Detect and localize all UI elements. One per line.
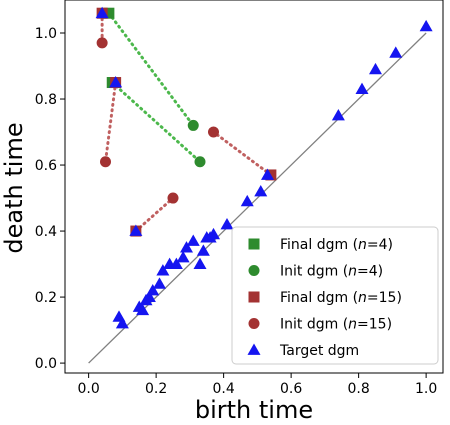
point-s4-14 [176, 250, 190, 263]
point-s4-8 [142, 290, 156, 302]
matching-line-4 [134, 196, 175, 233]
x-tick-label-0: 0.0 [77, 381, 99, 397]
matching-line-0 [107, 11, 195, 127]
y-tick-label-3: 0.6 [35, 158, 57, 174]
point-s4-24 [254, 184, 268, 197]
point-s4-1 [109, 76, 123, 88]
point-s1-0 [187, 119, 199, 131]
y-axis-label: death time [0, 122, 28, 253]
plot-area [88, 6, 433, 364]
legend-box [231, 226, 439, 365]
matching-line-1 [110, 81, 202, 164]
point-s3-2 [167, 192, 179, 204]
y-tick-label-2: 0.4 [35, 224, 57, 240]
legend-label-0: Final dgm (n=4) [280, 237, 393, 253]
point-s4-15 [180, 241, 193, 253]
point-s4-18 [196, 244, 210, 256]
x-axis-label: birth time [195, 396, 313, 424]
x-tick-label-1: 0.2 [145, 381, 167, 397]
point-s4-29 [389, 46, 403, 58]
x-tick-label-5: 1.0 [415, 381, 437, 397]
point-s4-28 [369, 62, 382, 75]
point-s4-11 [156, 264, 170, 276]
point-s4-0 [95, 6, 109, 19]
legend: Final dgm (n=4) Init dgm (n=4) Final dgm (… [231, 226, 439, 365]
y-tick-label-5: 1.0 [35, 26, 57, 42]
legend-marker-3 [248, 318, 260, 329]
legend-label-4: Target dgm [279, 343, 359, 359]
legend-label-3: Init dgm (n=15) [280, 317, 392, 333]
point-s4-13 [169, 257, 183, 269]
point-s4-25 [261, 168, 274, 180]
point-s4-23 [240, 194, 254, 207]
point-s0-0 [103, 7, 115, 19]
point-s4-17 [193, 257, 207, 269]
x-tick-label-3: 0.6 [280, 381, 302, 397]
y-tick-label-0: 0.0 [35, 356, 57, 372]
point-s4-6 [136, 303, 150, 316]
axes: 0.0 0.2 0.4 0.6 0.8 1.0 0.0 0.2 0.4 0.6 0.8 1.0 [35, 26, 438, 397]
point-s4-4 [129, 224, 143, 236]
x-tick-label-4: 0.8 [347, 381, 369, 397]
legend-marker-1 [248, 265, 260, 276]
y-tick-label-4: 0.8 [35, 92, 57, 108]
point-s4-3 [115, 316, 129, 329]
point-s4-9 [146, 283, 160, 296]
point-s3-3 [208, 126, 219, 138]
x-tick-label-2: 0.4 [212, 381, 234, 397]
legend-marker-4 [247, 343, 261, 355]
matching-line-3 [104, 81, 118, 164]
legend-label-1: Init dgm (n=4) [280, 264, 383, 280]
point-s4-27 [355, 82, 369, 94]
point-s3-0 [96, 37, 108, 49]
point-s4-26 [331, 109, 345, 121]
point-s3-1 [100, 156, 111, 168]
plot-frame [64, 0, 444, 374]
point-s4-30 [419, 19, 433, 32]
point-s4-22 [220, 217, 234, 230]
point-s1-1 [194, 156, 206, 168]
point-s4-21 [207, 227, 220, 240]
legend-marker-2 [248, 291, 260, 303]
matching-line-5 [212, 130, 273, 177]
point-s4-10 [153, 277, 166, 289]
y-tick-label-1: 0.2 [35, 290, 57, 306]
point-s4-16 [186, 234, 200, 246]
legend-marker-0 [248, 238, 260, 250]
legend-label-2: Final dgm (n=15) [280, 290, 402, 306]
